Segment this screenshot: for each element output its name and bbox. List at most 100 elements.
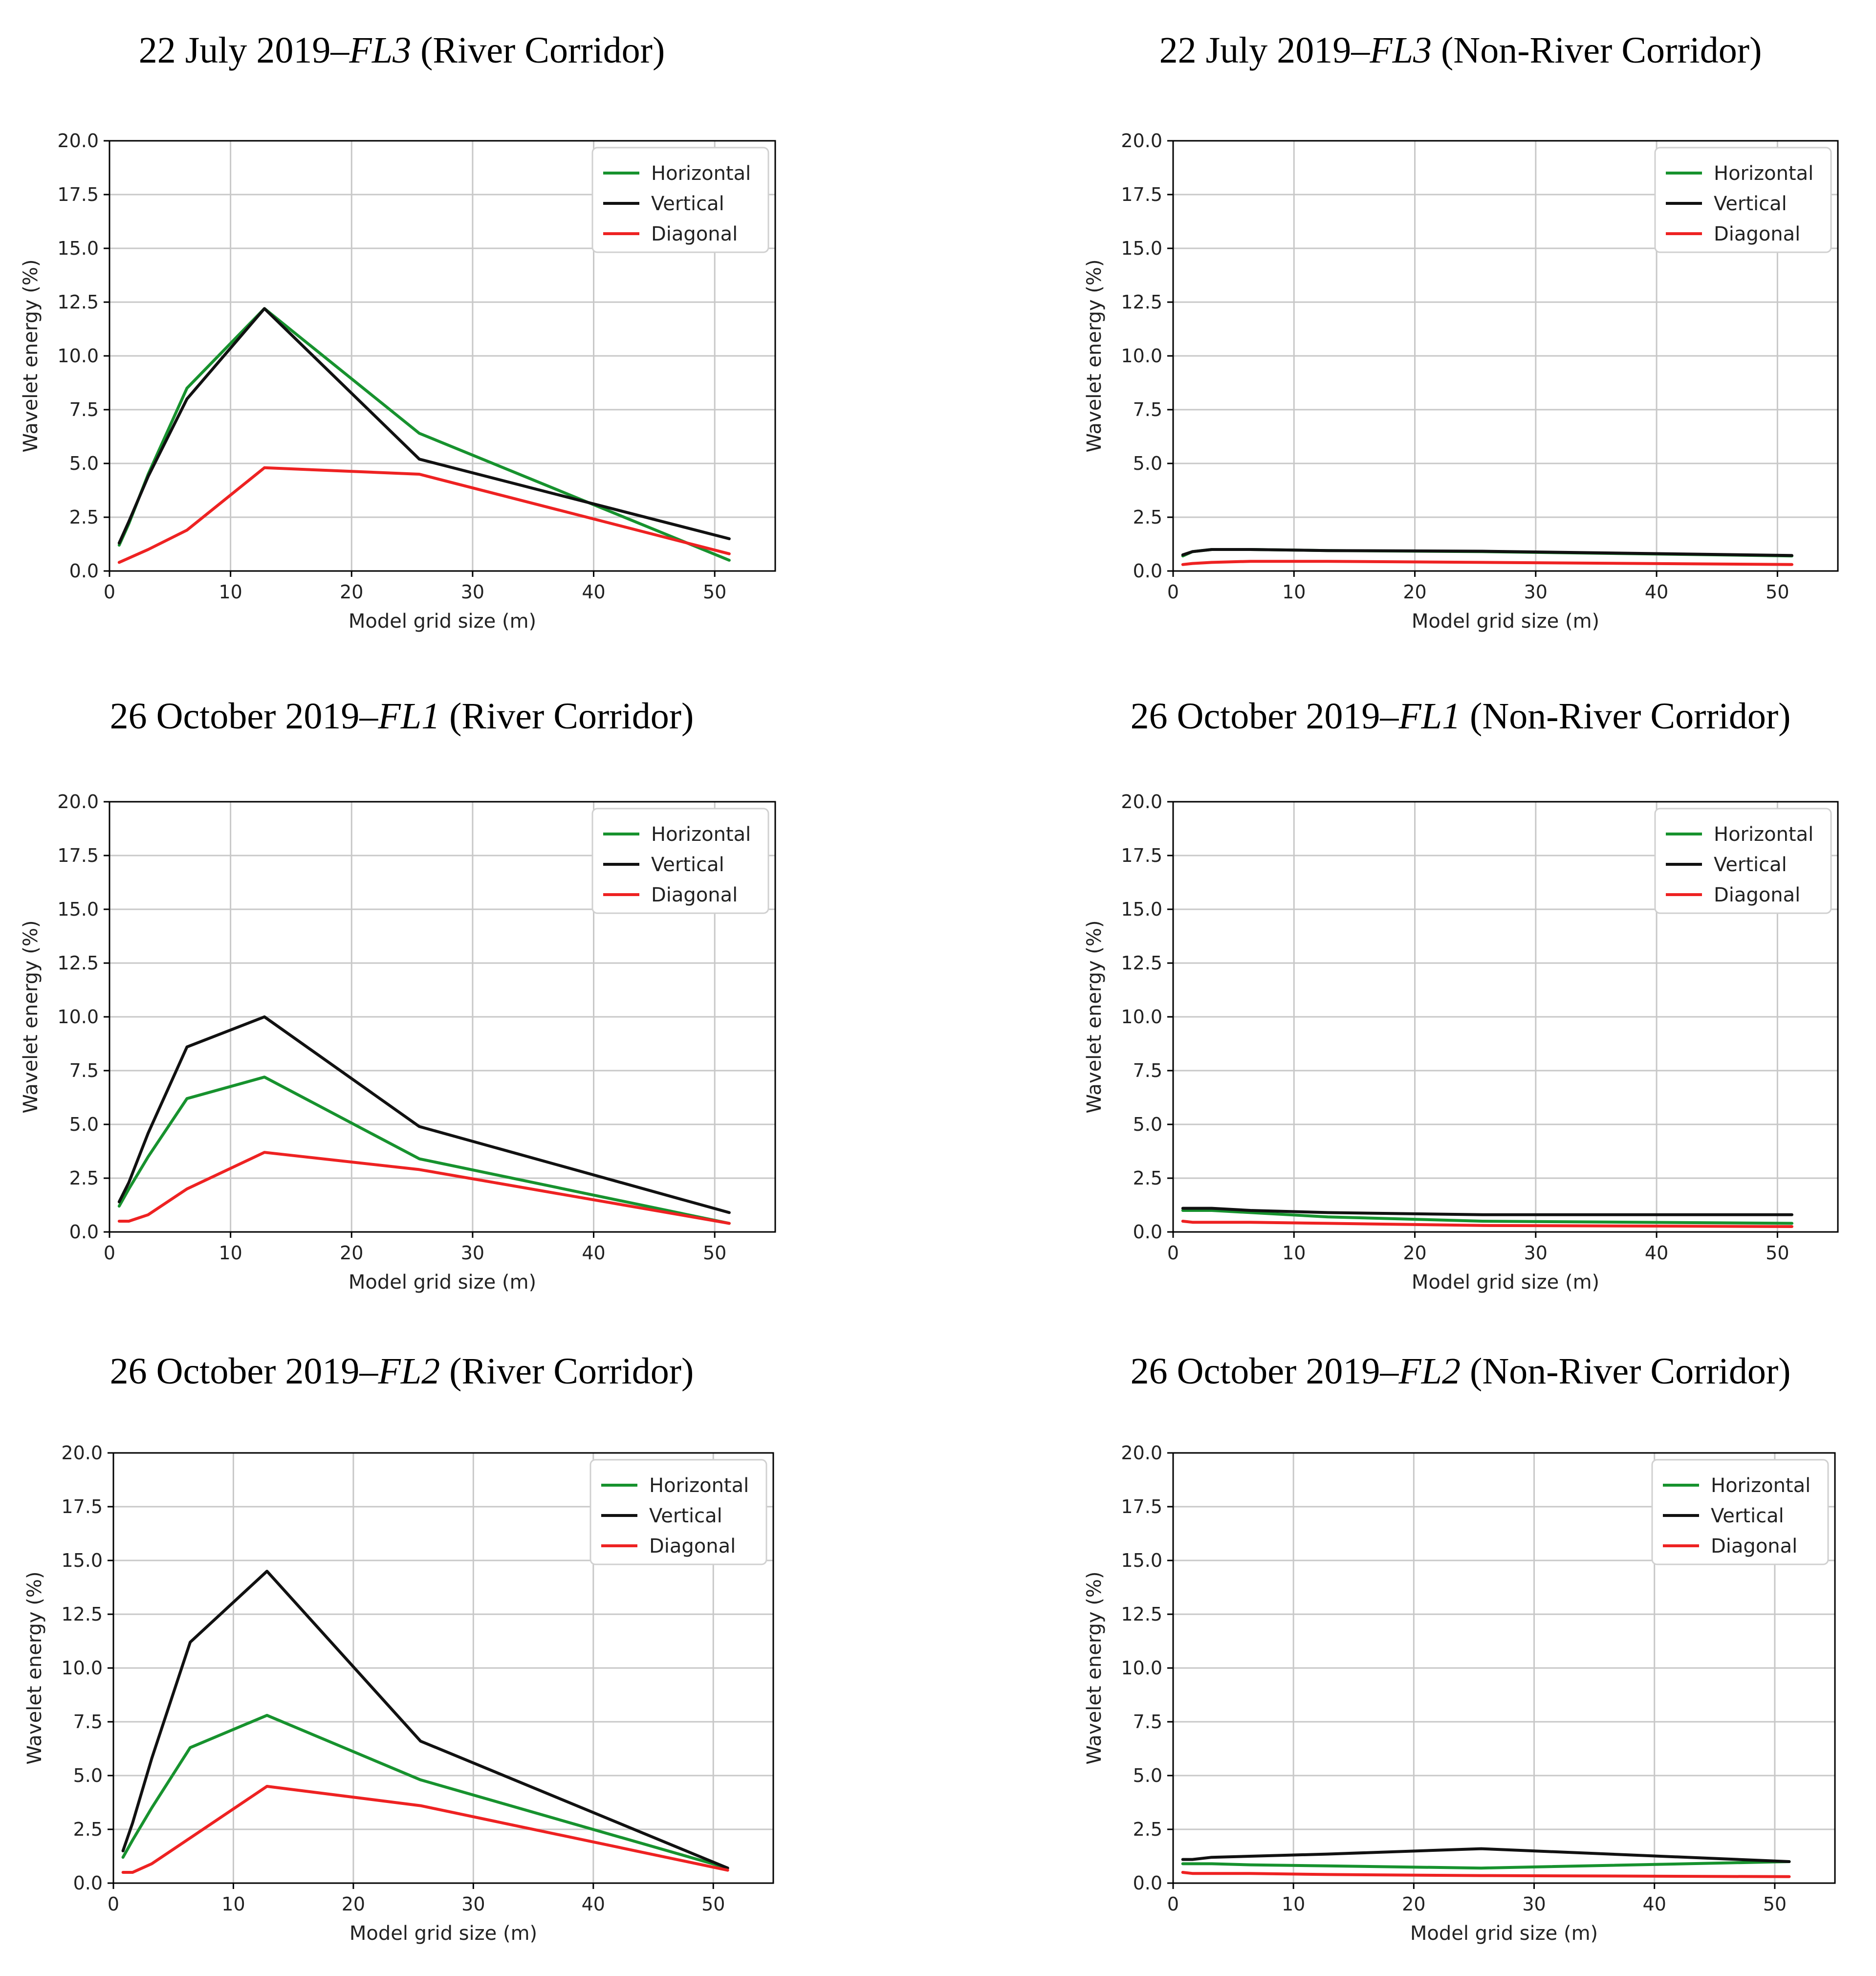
- y-tick-label: 2.5: [69, 1167, 99, 1189]
- series-line-horizontal: [1181, 1860, 1791, 1870]
- x-tick-label: 30: [1522, 1893, 1546, 1915]
- x-tick-label: 20: [340, 581, 363, 603]
- x-tick-label: 10: [1282, 581, 1306, 603]
- legend-label-horizontal: Horizontal: [651, 823, 751, 846]
- y-tick-label: 0.0: [73, 1872, 103, 1894]
- chart-title-flight: FL3: [349, 30, 411, 71]
- legend-label-vertical: Vertical: [649, 1505, 722, 1527]
- legend-label-vertical: Vertical: [1714, 854, 1787, 876]
- chart-title-date: 26 October 2019–: [1131, 696, 1399, 737]
- y-tick-label: 20.0: [1121, 1442, 1162, 1464]
- y-axis-label: Wavelet energy (%): [1083, 920, 1106, 1113]
- y-tick-label: 0.0: [1133, 1872, 1162, 1894]
- x-tick-label: 30: [461, 581, 484, 603]
- series-line-diagonal: [117, 466, 731, 564]
- y-tick-label: 20.0: [1121, 130, 1162, 152]
- y-axis-label: Wavelet energy (%): [20, 920, 42, 1113]
- x-tick-label: 0: [104, 1242, 115, 1264]
- y-tick-label: 10.0: [57, 1006, 99, 1028]
- y-tick-label: 15.0: [1121, 899, 1162, 920]
- x-tick-label: 30: [1524, 1242, 1548, 1264]
- y-tick-label: 10.0: [1121, 1657, 1162, 1679]
- y-axis-label: Wavelet energy (%): [20, 259, 42, 452]
- y-tick-label: 17.5: [1121, 184, 1162, 205]
- plot-frame: [1172, 801, 1839, 1233]
- y-tick-label: 17.5: [1121, 1496, 1162, 1517]
- x-tick-label: 10: [1282, 1893, 1305, 1915]
- y-tick-label: 5.0: [73, 1765, 103, 1786]
- plot-frame: [1172, 140, 1839, 572]
- y-tick-label: 10.0: [1121, 345, 1162, 367]
- chart-panel-4: 26 October 2019–FL1 (Non-River Corridor)…: [1083, 696, 1839, 1294]
- chart-title-region: (River Corridor): [411, 30, 665, 71]
- legend-label-vertical: Vertical: [651, 854, 724, 876]
- chart-title-flight: FL1: [377, 696, 440, 737]
- x-tick-label: 20: [1402, 1893, 1425, 1915]
- chart-panel-6: 26 October 2019–FL2 (Non-River Corridor)…: [1083, 1351, 1836, 1945]
- y-tick-label: 20.0: [57, 130, 99, 152]
- x-tick-label: 40: [582, 1242, 605, 1264]
- y-tick-label: 12.5: [1121, 1603, 1162, 1625]
- y-tick-label: 5.0: [1133, 453, 1162, 474]
- chart-panel-5: 26 October 2019–FL2 (River Corridor) 0 10 2…: [23, 1351, 774, 1945]
- chart-title-region: (Non-River Corridor): [1461, 696, 1790, 737]
- y-tick-label: 10.0: [1121, 1006, 1162, 1028]
- y-tick-label: 0.0: [69, 1221, 99, 1243]
- series-line-diagonal: [1181, 1220, 1793, 1228]
- chart-title-region: (Non-River Corridor): [1432, 30, 1762, 71]
- x-tick-label: 50: [1766, 1242, 1789, 1264]
- legend-label-horizontal: Horizontal: [1711, 1474, 1811, 1497]
- x-tick-label: 50: [1763, 1893, 1787, 1915]
- y-tick-label: 2.5: [1133, 1819, 1162, 1840]
- y-tick-label: 10.0: [61, 1657, 103, 1679]
- series-line-vertical: [117, 307, 731, 545]
- x-tick-label: 50: [703, 581, 726, 603]
- x-tick-label: 20: [1403, 1242, 1426, 1264]
- series-line-horizontal: [117, 1076, 731, 1225]
- chart-title: 26 October 2019–FL1 (Non-River Corridor): [1131, 696, 1791, 737]
- chart-title-date: 26 October 2019–: [110, 696, 379, 737]
- y-tick-label: 15.0: [1121, 238, 1162, 259]
- y-tick-label: 7.5: [1133, 399, 1162, 420]
- series-line-vertical: [1181, 1847, 1791, 1863]
- y-axis-label: Wavelet energy (%): [23, 1571, 46, 1764]
- x-axis-label: Model grid size (m): [1412, 1271, 1599, 1294]
- plot-frame: [109, 140, 776, 572]
- x-tick-label: 50: [701, 1893, 725, 1915]
- y-tick-label: 7.5: [69, 399, 99, 420]
- chart-title-date: 22 July 2019–: [1159, 30, 1371, 71]
- legend-label-horizontal: Horizontal: [1714, 162, 1813, 185]
- y-tick-label: 20.0: [57, 791, 99, 812]
- x-tick-label: 10: [218, 581, 242, 603]
- y-tick-label: 2.5: [1133, 506, 1162, 528]
- y-tick-label: 5.0: [69, 1114, 99, 1135]
- y-tick-label: 12.5: [61, 1603, 103, 1625]
- series-line-horizontal: [121, 1713, 729, 1870]
- series-line-vertical: [121, 1570, 729, 1870]
- y-tick-label: 12.5: [57, 291, 99, 313]
- x-tick-label: 50: [703, 1242, 726, 1264]
- plot-frame: [109, 801, 776, 1233]
- chart-panel-3: 26 October 2019–FL1 (River Corridor) 0 10 2…: [20, 696, 776, 1294]
- chart-title: 26 October 2019–FL2 (River Corridor): [110, 1351, 694, 1392]
- x-tick-label: 0: [1167, 581, 1179, 603]
- x-tick-label: 0: [1167, 1242, 1179, 1264]
- x-tick-label: 50: [1766, 581, 1789, 603]
- plot-frame: [1172, 1452, 1836, 1884]
- series-line-vertical: [117, 1015, 731, 1214]
- chart-title: 22 July 2019–FL3 (River Corridor): [139, 30, 665, 71]
- x-tick-label: 10: [1282, 1242, 1306, 1264]
- y-tick-label: 12.5: [1121, 952, 1162, 974]
- y-tick-label: 2.5: [73, 1819, 103, 1840]
- chart-title-flight: FL3: [1369, 30, 1432, 71]
- chart-title-region: (Non-River Corridor): [1461, 1351, 1790, 1392]
- y-tick-label: 12.5: [1121, 291, 1162, 313]
- x-tick-label: 0: [104, 581, 115, 603]
- legend-label-vertical: Vertical: [651, 193, 724, 215]
- y-tick-label: 20.0: [1121, 791, 1162, 812]
- chart-title: 26 October 2019–FL2 (Non-River Corridor): [1131, 1351, 1791, 1392]
- legend-label-diagonal: Diagonal: [651, 884, 738, 906]
- x-tick-label: 10: [218, 1242, 242, 1264]
- chart-title-flight: FL1: [1398, 696, 1461, 737]
